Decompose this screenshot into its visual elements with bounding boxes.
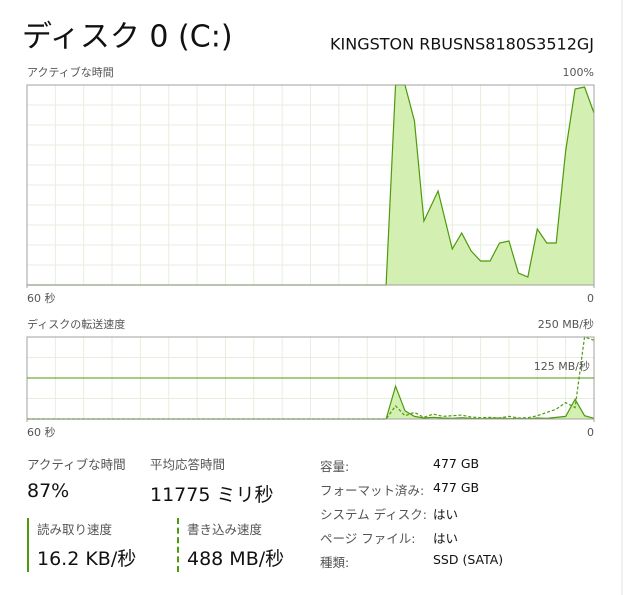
x-tick-label: 60 秒 (27, 291, 56, 305)
chart-title: ディスクの転送速度 (27, 317, 125, 331)
property-value: はい (433, 531, 459, 546)
stat-label: 書き込み速度 (187, 522, 263, 537)
stat-value: 16.2 KB/秒 (37, 548, 137, 570)
stat-label: アクティブな時間 (27, 457, 126, 472)
property-label: 種類: (320, 555, 350, 570)
property-label: ページ ファイル: (320, 531, 416, 546)
plot-border (26, 84, 595, 286)
stat-value: 488 MB/秒 (187, 548, 285, 570)
y-tick-label: 250 MB/秒 (538, 317, 594, 331)
property-value: 477 GB (433, 480, 480, 495)
series-line (27, 336, 595, 420)
x-tick-label: 0 (587, 426, 594, 439)
disk-title: ディスク 0 (C:) (22, 20, 233, 55)
disk-model: KINGSTON RBUSNS8180S3512GJ (330, 35, 594, 54)
y-tick-label: 125 MB/秒 (534, 359, 590, 373)
property-value: はい (433, 507, 459, 522)
stat-value: 11775 ミリ秒 (150, 484, 274, 506)
x-tick-label: 0 (587, 292, 594, 305)
property-label: 容量: (320, 459, 350, 474)
stat-label: 読み取り速度 (37, 522, 113, 537)
y-tick-label: 100% (563, 66, 594, 79)
x-tick-label: 60 秒 (27, 425, 56, 439)
series-line (27, 84, 595, 286)
property-label: フォーマット済み: (320, 483, 425, 498)
property-label: システム ディスク: (320, 507, 427, 522)
stat-label: 平均応答時間 (150, 457, 226, 472)
property-value: 477 GB (433, 456, 480, 471)
chart-title: アクティブな時間 (27, 65, 114, 79)
property-value: SSD (SATA) (433, 552, 504, 567)
read-indicator (27, 518, 29, 572)
write-indicator (177, 518, 179, 572)
stat-value: 87% (27, 480, 70, 502)
area-fill (27, 85, 594, 285)
